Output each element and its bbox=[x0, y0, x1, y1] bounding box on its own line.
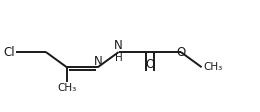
Text: CH₃: CH₃ bbox=[203, 62, 222, 72]
Text: H: H bbox=[115, 53, 122, 63]
Text: CH₃: CH₃ bbox=[57, 83, 76, 93]
Text: O: O bbox=[145, 58, 154, 71]
Text: O: O bbox=[176, 46, 185, 59]
Text: N: N bbox=[114, 39, 123, 52]
Text: N: N bbox=[93, 55, 102, 68]
Text: Cl: Cl bbox=[3, 46, 15, 59]
